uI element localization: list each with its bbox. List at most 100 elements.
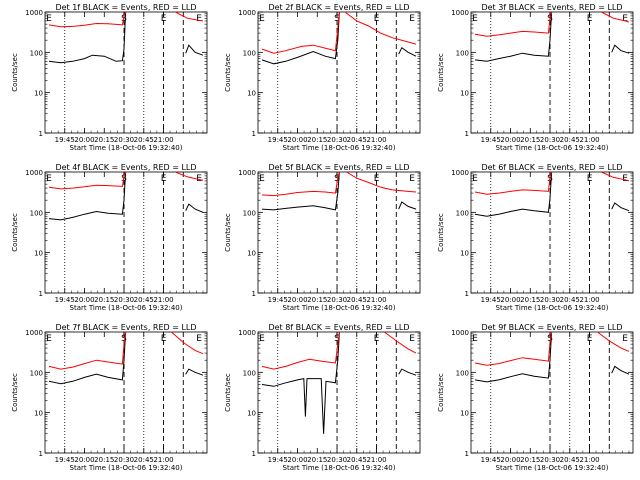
event-marker-e: E: [622, 14, 628, 24]
event-marker-e: E: [472, 14, 478, 24]
x-tick-label: 20:30: [540, 136, 560, 144]
events-series-line-after-gap: [185, 368, 204, 376]
detector-panel-3: Det 3f BLACK = Events, RED = LLD 1 10 100 10…: [437, 3, 634, 152]
x-tick-label: 21:00: [366, 296, 386, 304]
y-tick-label: 100: [243, 209, 256, 217]
x-tick-label: 20:30: [327, 456, 347, 464]
y-tick-label: 10: [460, 90, 469, 98]
x-tick-label: 20:45: [134, 136, 154, 144]
lld-series-line-after-gap: [344, 11, 417, 45]
x-tick-label: 19:45: [481, 456, 501, 464]
y-axis-label: Counts/sec: [224, 213, 232, 252]
y-tick-label: 100: [30, 209, 43, 217]
events-series-line: [48, 331, 127, 385]
y-tick-label: 10: [34, 90, 43, 98]
events-series-line: [261, 11, 340, 65]
panel-title: Det 4f BLACK = Events, RED = LLD: [55, 163, 196, 172]
lld-series-line-after-gap: [601, 171, 630, 182]
y-tick-label: 1000: [25, 329, 43, 337]
event-marker-s: S: [121, 14, 127, 24]
x-tick-label: 20:30: [114, 136, 134, 144]
lld-series-line-after-gap: [346, 171, 417, 193]
event-marker-s: S: [334, 14, 340, 24]
y-tick-label: 100: [243, 369, 256, 377]
events-series-line: [48, 171, 127, 221]
y-tick-label: 100: [243, 49, 256, 57]
y-tick-label: 10: [247, 410, 256, 418]
y-tick-label: 1: [465, 130, 469, 138]
y-tick-label: 100: [30, 369, 43, 377]
lld-series-line: [474, 11, 553, 37]
x-tick-label: 21:00: [579, 456, 599, 464]
event-marker-e: E: [587, 14, 593, 24]
y-axis-label: Counts/sec: [11, 373, 19, 412]
y-axis-label: Counts/sec: [11, 53, 19, 92]
x-tick-label: 20:30: [327, 136, 347, 144]
x-tick-label: 21:00: [153, 136, 173, 144]
lld-series-line: [474, 331, 553, 366]
panel-title: Det 2f BLACK = Events, RED = LLD: [268, 3, 409, 12]
event-marker-e: E: [259, 14, 265, 24]
x-tick-label: 20:15: [307, 296, 327, 304]
plot-frame: [470, 11, 634, 134]
x-tick-label: 21:00: [153, 456, 173, 464]
event-marker-s: S: [121, 334, 127, 344]
x-tick-label: 20:00: [287, 296, 307, 304]
event-marker-e: E: [259, 334, 265, 344]
y-tick-label: 1: [39, 290, 43, 298]
y-tick-label: 1000: [25, 9, 43, 17]
lld-series-line: [474, 171, 553, 195]
y-tick-label: 100: [456, 49, 469, 57]
x-tick-label: 20:15: [307, 136, 327, 144]
events-series-line: [474, 11, 553, 62]
x-tick-label: 19:45: [481, 296, 501, 304]
x-tick-label: 20:30: [540, 296, 560, 304]
x-axis-label: Start Time (18-Oct-06 19:32:40): [70, 304, 183, 312]
event-marker-e: E: [472, 334, 478, 344]
x-tick-label: 19:45: [55, 456, 75, 464]
panel-title: Det 8f BLACK = Events, RED = LLD: [268, 323, 409, 332]
y-tick-label: 1: [39, 130, 43, 138]
event-marker-e: E: [374, 14, 380, 24]
x-tick-label: 19:45: [481, 136, 501, 144]
x-tick-label: 20:45: [134, 456, 154, 464]
x-tick-label: 20:45: [560, 136, 580, 144]
lld-series-line-after-gap: [171, 331, 204, 355]
x-axis-label: Start Time (18-Oct-06 19:32:40): [496, 464, 609, 472]
events-series-line-after-gap: [611, 365, 630, 375]
x-tick-label: 21:00: [366, 456, 386, 464]
x-axis-label: Start Time (18-Oct-06 19:32:40): [283, 304, 396, 312]
x-tick-label: 20:45: [347, 296, 367, 304]
panel-title: Det 6f BLACK = Events, RED = LLD: [481, 163, 622, 172]
lld-series-line: [261, 11, 340, 54]
y-tick-label: 1000: [238, 9, 256, 17]
lld-series-line-after-gap: [597, 331, 630, 352]
detector-panel-2: Det 2f BLACK = Events, RED = LLD 1 10 100 10…: [224, 3, 421, 152]
x-tick-label: 20:15: [94, 296, 114, 304]
x-tick-label: 20:00: [500, 456, 520, 464]
x-tick-label: 21:00: [153, 296, 173, 304]
y-tick-label: 1: [252, 130, 256, 138]
x-tick-label: 20:00: [74, 456, 94, 464]
lld-series-line-after-gap: [175, 11, 204, 22]
y-axis-label: Counts/sec: [11, 213, 19, 252]
events-series-line: [474, 171, 553, 217]
lld-series-line: [261, 331, 340, 370]
y-tick-label: 100: [30, 49, 43, 57]
events-series-line-after-gap: [611, 202, 630, 212]
event-marker-e: E: [409, 174, 415, 184]
events-series-line-after-gap: [398, 46, 417, 57]
y-tick-label: 1000: [451, 169, 469, 177]
x-tick-label: 19:45: [55, 296, 75, 304]
y-tick-label: 10: [460, 250, 469, 258]
events-series-line: [261, 331, 340, 434]
plot-frame: [470, 171, 634, 294]
lld-series-line-after-gap: [175, 171, 204, 181]
event-marker-e: E: [259, 174, 265, 184]
x-tick-label: 20:00: [74, 136, 94, 144]
detector-panel-5: Det 5f BLACK = Events, RED = LLD 1 10 100 10…: [224, 163, 421, 312]
event-marker-e: E: [46, 174, 52, 184]
detector-panel-1: Det 1f BLACK = Events, RED = LLD 1 10 100 10…: [11, 3, 208, 152]
x-tick-label: 20:45: [560, 296, 580, 304]
x-axis-label: Start Time (18-Oct-06 19:32:40): [283, 144, 396, 152]
